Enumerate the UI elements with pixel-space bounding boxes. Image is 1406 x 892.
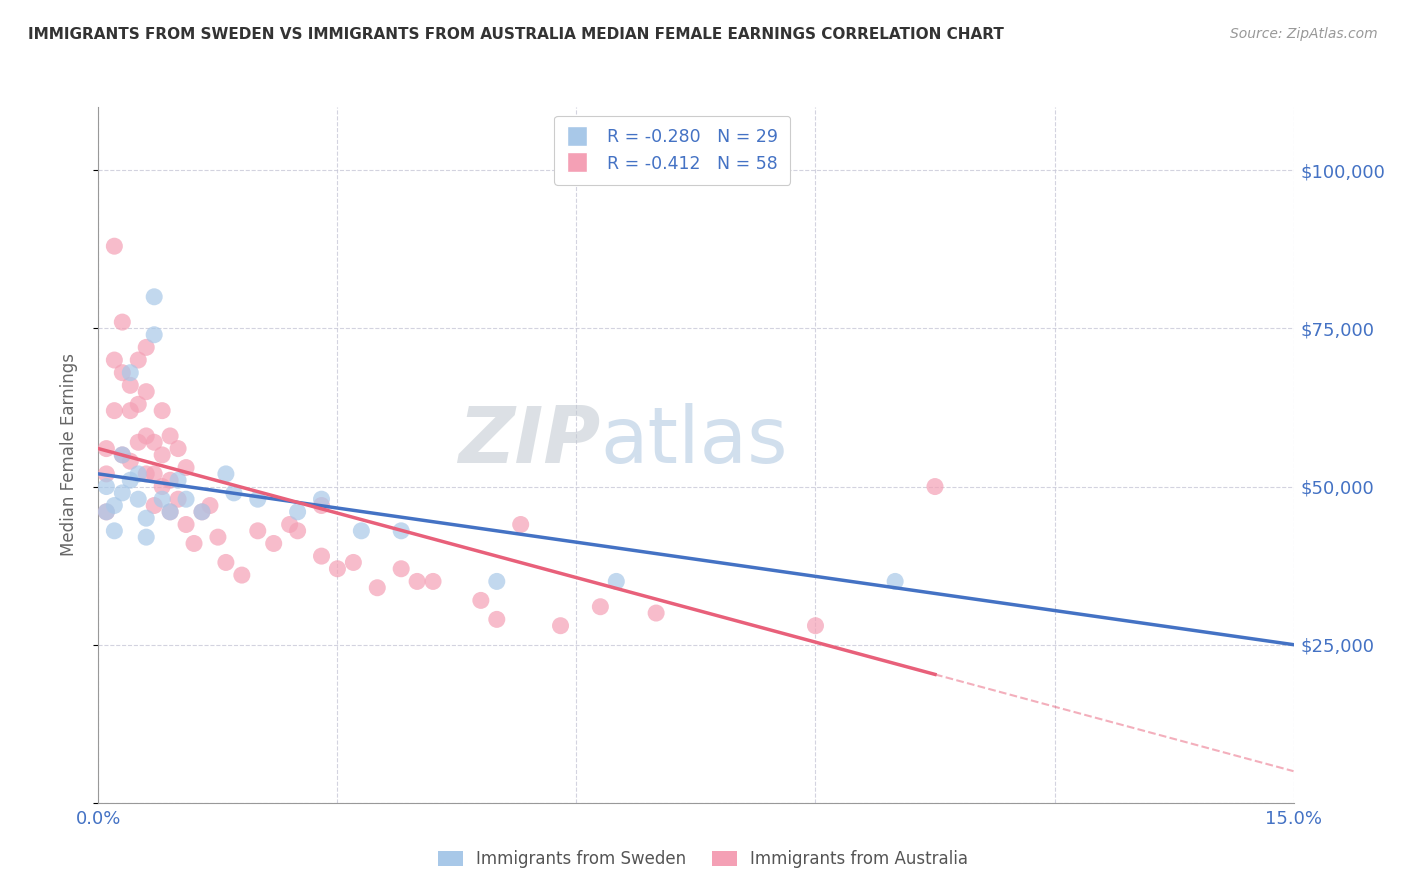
Point: [143, 467, 166, 481]
Point: [135, 340, 157, 354]
Text: Source: ZipAtlas.com: Source: ZipAtlas.com: [1230, 27, 1378, 41]
Point: [215, 556, 238, 570]
Point: [96, 467, 118, 481]
Point: [422, 574, 444, 589]
Point: [143, 290, 166, 304]
Point: [342, 556, 364, 570]
Point: [127, 435, 149, 450]
Point: [120, 403, 142, 417]
Point: [389, 524, 412, 538]
Point: [485, 574, 508, 589]
Point: [150, 492, 173, 507]
Point: [111, 315, 134, 329]
Point: [143, 499, 166, 513]
Point: [167, 442, 190, 456]
Point: [924, 479, 946, 493]
Point: [389, 562, 412, 576]
Point: [366, 581, 388, 595]
Point: [191, 505, 214, 519]
Point: [174, 460, 197, 475]
Point: [103, 499, 125, 513]
Point: [127, 492, 149, 507]
Point: [287, 524, 309, 538]
Text: atlas: atlas: [600, 403, 787, 479]
Point: [111, 486, 134, 500]
Point: [311, 492, 333, 507]
Point: [127, 397, 149, 411]
Point: [143, 327, 166, 342]
Point: [174, 492, 197, 507]
Point: [207, 530, 229, 544]
Text: ZIP: ZIP: [458, 403, 600, 479]
Point: [311, 499, 333, 513]
Point: [96, 505, 118, 519]
Point: [111, 448, 134, 462]
Point: [326, 562, 349, 576]
Point: [278, 517, 301, 532]
Legend:   R = -0.280   N = 29,   R = -0.412   N = 58: R = -0.280 N = 29, R = -0.412 N = 58: [554, 116, 790, 185]
Point: [135, 429, 157, 443]
Point: [406, 574, 429, 589]
Point: [150, 403, 173, 417]
Point: [150, 448, 173, 462]
Point: [135, 511, 157, 525]
Point: [246, 492, 269, 507]
Point: [159, 429, 181, 443]
Point: [120, 473, 142, 487]
Point: [159, 505, 181, 519]
Point: [135, 530, 157, 544]
Point: [222, 486, 245, 500]
Point: [550, 618, 572, 632]
Point: [111, 448, 134, 462]
Point: [350, 524, 373, 538]
Point: [159, 473, 181, 487]
Point: [159, 505, 181, 519]
Point: [645, 606, 668, 620]
Point: [174, 517, 197, 532]
Point: [103, 239, 125, 253]
Point: [605, 574, 627, 589]
Point: [167, 492, 190, 507]
Text: IMMIGRANTS FROM SWEDEN VS IMMIGRANTS FROM AUSTRALIA MEDIAN FEMALE EARNINGS CORRE: IMMIGRANTS FROM SWEDEN VS IMMIGRANTS FRO…: [28, 27, 1004, 42]
Point: [311, 549, 333, 563]
Point: [485, 612, 508, 626]
Point: [127, 353, 149, 368]
Point: [198, 499, 221, 513]
Point: [246, 524, 269, 538]
Point: [183, 536, 205, 550]
Point: [470, 593, 492, 607]
Point: [103, 524, 125, 538]
Point: [804, 618, 827, 632]
Point: [120, 378, 142, 392]
Point: [120, 366, 142, 380]
Point: [135, 467, 157, 481]
Point: [120, 454, 142, 468]
Point: [111, 366, 134, 380]
Y-axis label: Median Female Earnings: Median Female Earnings: [59, 353, 77, 557]
Legend: Immigrants from Sweden, Immigrants from Australia: Immigrants from Sweden, Immigrants from …: [432, 844, 974, 875]
Point: [231, 568, 253, 582]
Point: [103, 403, 125, 417]
Point: [96, 442, 118, 456]
Point: [143, 435, 166, 450]
Point: [96, 505, 118, 519]
Point: [135, 384, 157, 399]
Point: [884, 574, 907, 589]
Point: [167, 473, 190, 487]
Point: [263, 536, 285, 550]
Point: [191, 505, 214, 519]
Point: [96, 479, 118, 493]
Point: [103, 353, 125, 368]
Point: [287, 505, 309, 519]
Point: [509, 517, 531, 532]
Point: [215, 467, 238, 481]
Point: [127, 467, 149, 481]
Point: [150, 479, 173, 493]
Point: [589, 599, 612, 614]
